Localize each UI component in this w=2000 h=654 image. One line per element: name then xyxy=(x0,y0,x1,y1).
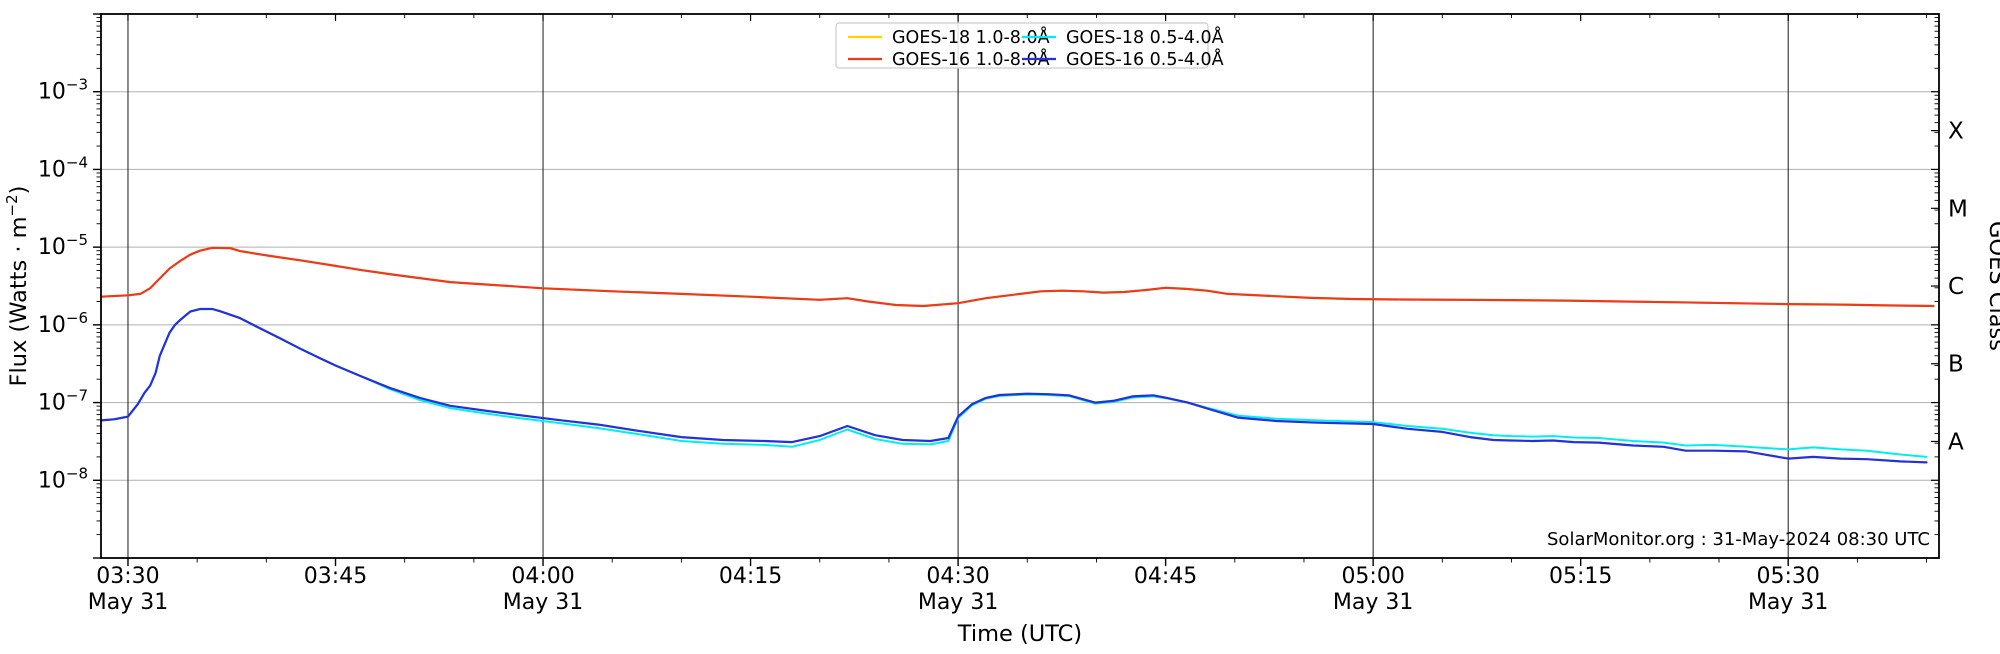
goes-class-letter: C xyxy=(1948,274,1964,300)
time-tick-label: 04:45 xyxy=(1134,564,1197,589)
legend-label: GOES-18 0.5-4.0Å xyxy=(1066,26,1224,48)
vertical-gridlines xyxy=(127,14,1789,558)
axis-ticks xyxy=(93,13,1939,566)
date-label: May 31 xyxy=(918,590,998,615)
legend-label: GOES-16 1.0-8.0Å xyxy=(892,48,1050,70)
goes-class-letter: B xyxy=(1948,352,1964,378)
goes-class-letters: X M C B A xyxy=(1948,119,1968,456)
legend-label: GOES-16 0.5-4.0Å xyxy=(1066,48,1224,70)
time-tick-label: 05:00 xyxy=(1341,564,1404,589)
flux-tick-label: 10−6 xyxy=(38,309,88,338)
curve-goes18-long xyxy=(101,246,1935,307)
date-label: May 31 xyxy=(1748,590,1828,615)
data-curves xyxy=(101,246,1935,464)
time-tick-label: 04:15 xyxy=(719,564,782,589)
curve-goes16-long xyxy=(101,246,1935,308)
date-label: May 31 xyxy=(1333,590,1413,615)
flux-axis-tick-labels: 10−3 10−4 10−5 10−6 10−7 10−8 xyxy=(38,76,88,494)
y-axis-title: Flux (Watts · m−2) xyxy=(3,186,32,387)
flux-tick-label: 10−7 xyxy=(38,387,88,416)
legend-box xyxy=(835,22,1209,69)
x-axis-title: Time (UTC) xyxy=(957,621,1082,647)
time-tick-label: 03:45 xyxy=(304,564,367,589)
curve-goes16-short xyxy=(101,307,1928,464)
time-tick-label: 05:30 xyxy=(1756,564,1819,589)
date-label: May 31 xyxy=(88,590,168,615)
goes-class-letter: M xyxy=(1948,196,1968,222)
time-tick-label: 04:30 xyxy=(926,564,989,589)
right-axis-title: GOES Class xyxy=(1984,221,2000,351)
goes-class-letter: A xyxy=(1948,429,1964,455)
goes-class-letter: X xyxy=(1948,119,1964,145)
flux-tick-label: 10−5 xyxy=(38,231,88,260)
time-tick-label: 03:30 xyxy=(96,564,159,589)
date-label: May 31 xyxy=(503,590,583,615)
flux-tick-label: 10−8 xyxy=(38,464,88,493)
flux-tick-label: 10−3 xyxy=(38,76,88,105)
horizontal-gridlines xyxy=(101,91,1939,481)
source-annotation: SolarMonitor.org : 31-May-2024 08:30 UTC xyxy=(1547,529,1930,550)
time-tick-label: 05:15 xyxy=(1549,564,1612,589)
legend-label: GOES-18 1.0-8.0Å xyxy=(892,26,1050,48)
time-tick-label: 04:00 xyxy=(511,564,574,589)
flux-tick-label: 10−4 xyxy=(38,153,88,182)
plot-border xyxy=(100,13,1940,559)
